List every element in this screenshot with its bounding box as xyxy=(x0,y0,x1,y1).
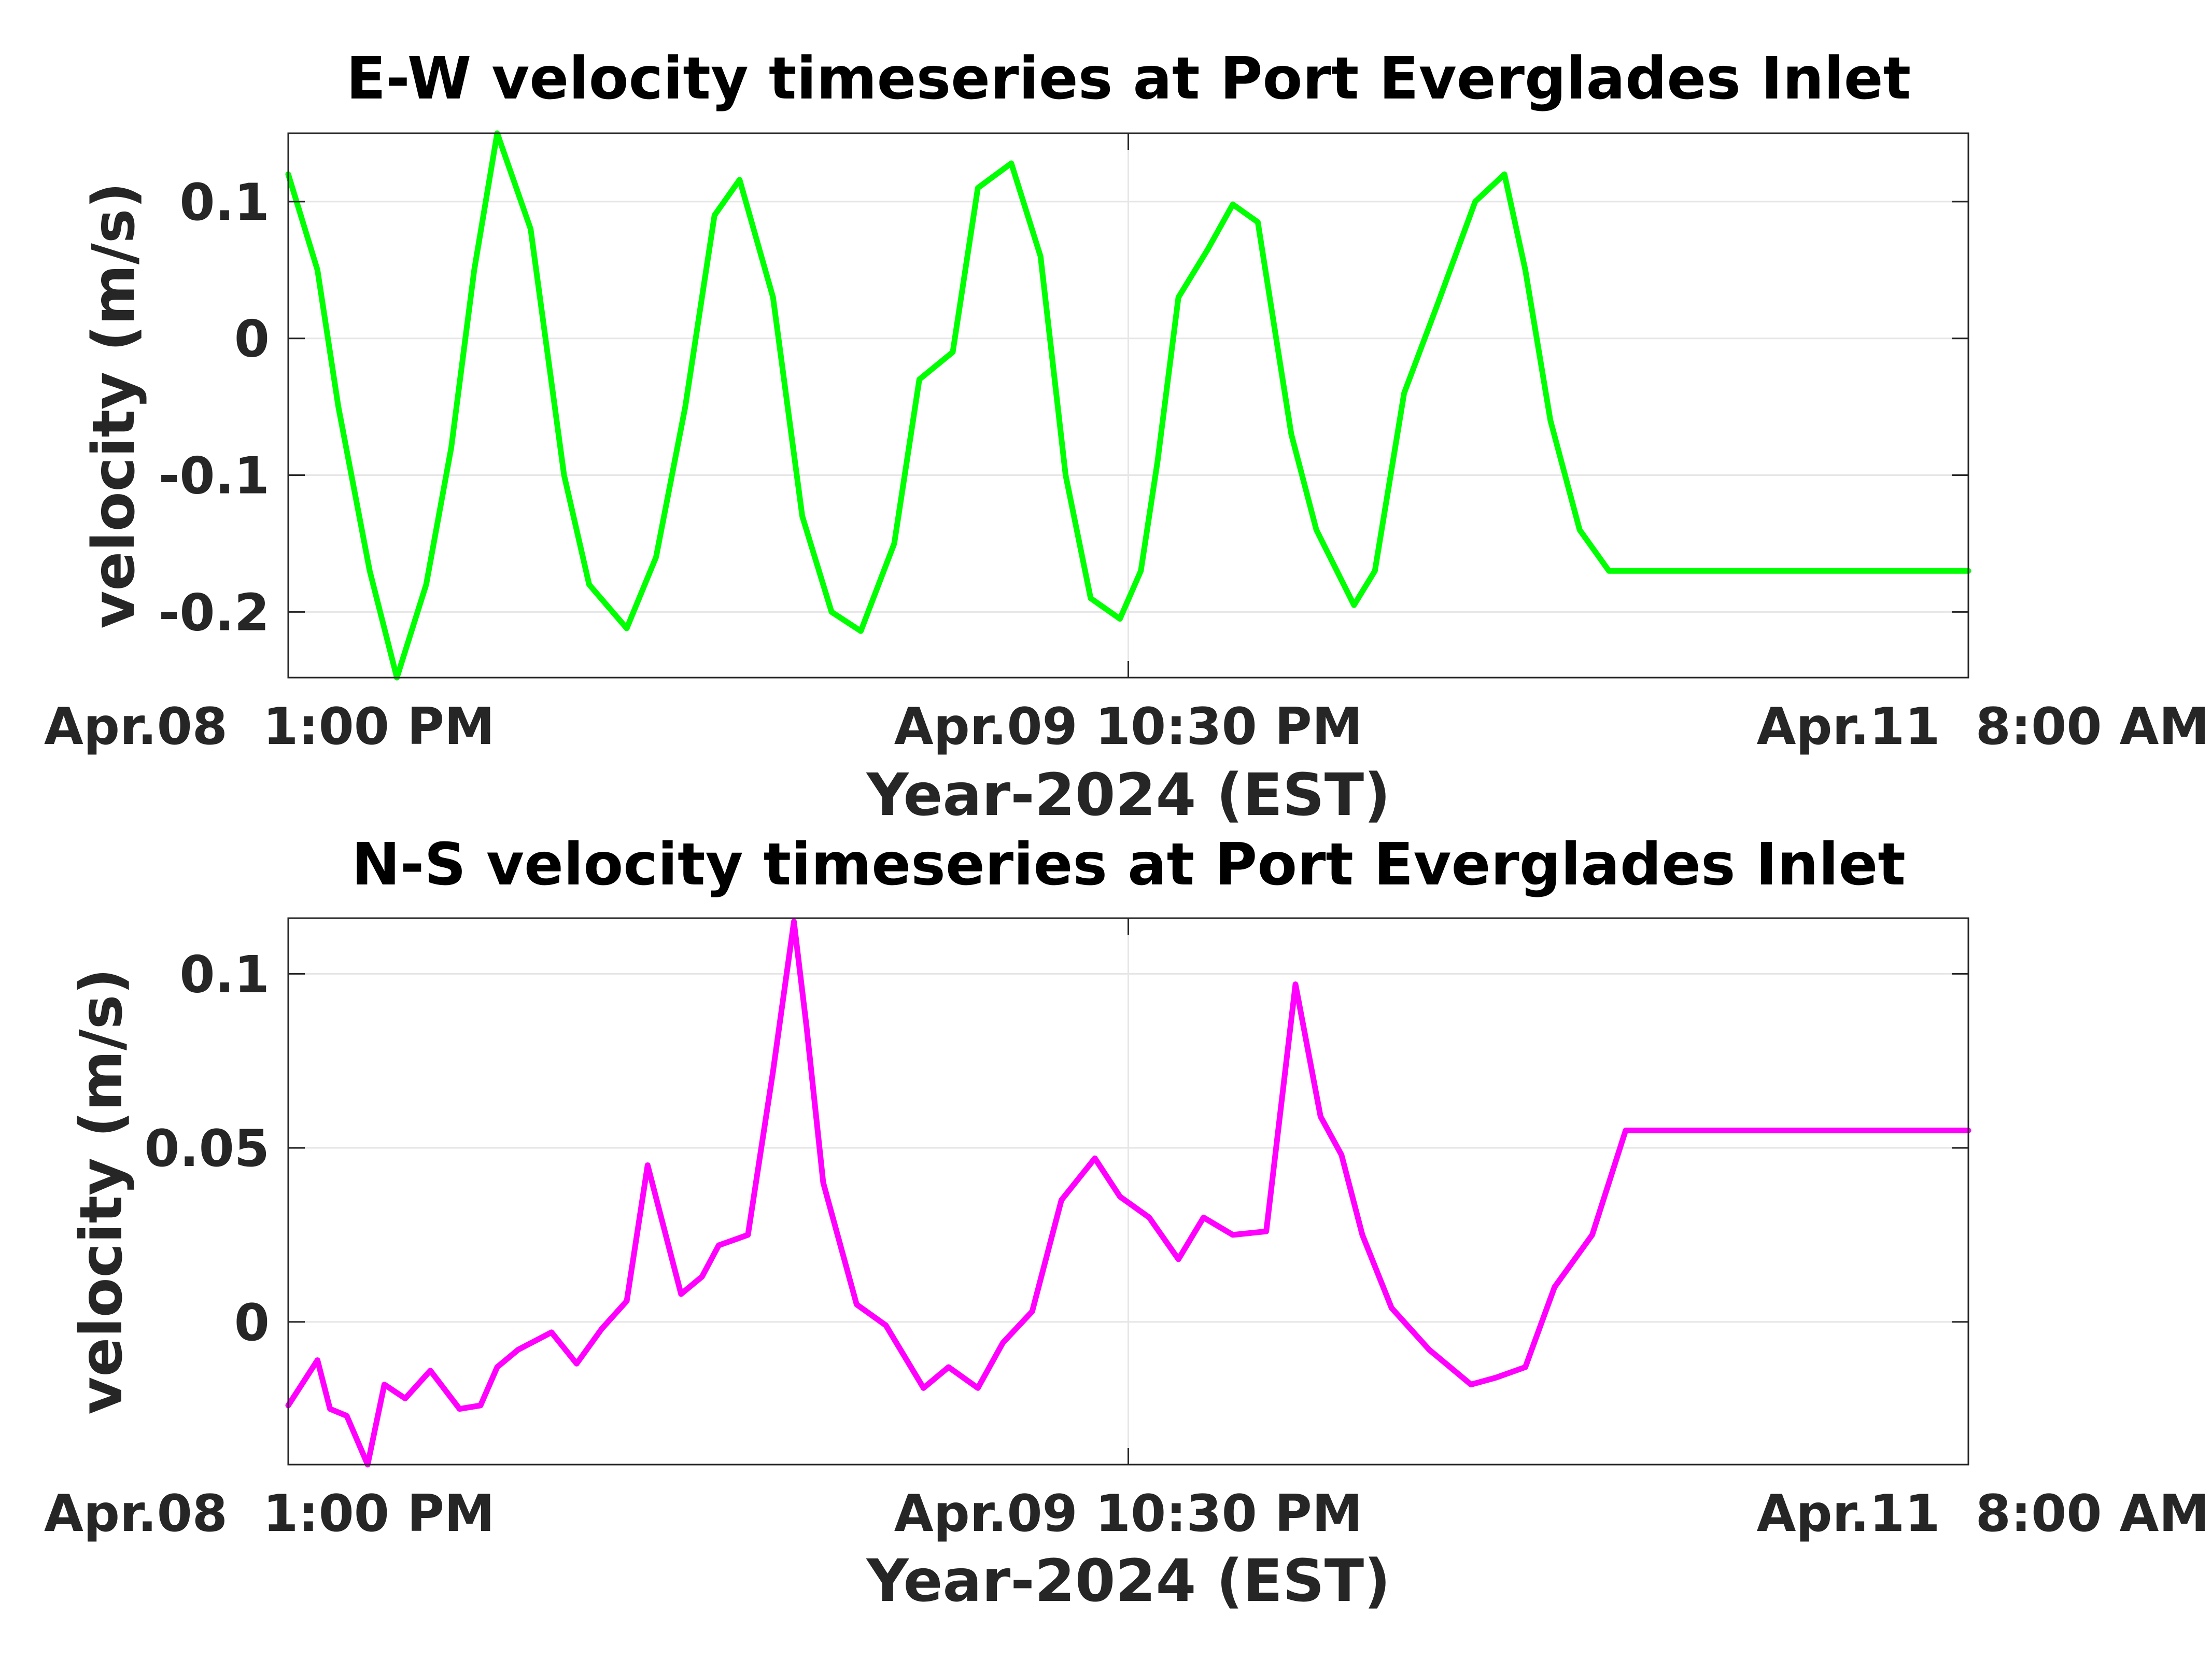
ns-velocity-panel: N-S velocity timeseries at Port Everglad… xyxy=(44,831,2209,1615)
ns-x-axis-label: Year-2024 (EST) xyxy=(866,1548,1391,1615)
ew-chart-title: E-W velocity timeseries at Port Everglad… xyxy=(346,45,1911,113)
ns-y-ticks: 0 0.05 0.1 xyxy=(144,945,1968,1353)
ew-y-tick-label: 0.1 xyxy=(179,173,270,232)
ns-y-tick-label: 0 xyxy=(234,1294,270,1353)
ns-grid xyxy=(288,918,1968,1465)
ew-x-ticks: Apr.08 1:00 PM Apr.09 10:30 PM Apr.11 8:00… xyxy=(44,133,2209,756)
ew-series xyxy=(285,130,1971,681)
ew-x-tick-label: Apr.08 1:00 PM xyxy=(44,697,495,756)
ns-y-tick-label: 0.1 xyxy=(179,945,270,1004)
ew-y-tick-label: 0 xyxy=(234,310,270,369)
ns-x-tick-label: Apr.08 1:00 PM xyxy=(44,1484,495,1543)
ew-y-tick-label: -0.2 xyxy=(159,583,270,642)
ns-chart-title: N-S velocity timeseries at Port Everglad… xyxy=(351,831,1906,898)
ew-y-ticks: -0.2 -0.1 0 0.1 xyxy=(159,173,1968,642)
ns-x-ticks: Apr.08 1:00 PM Apr.09 10:30 PM Apr.11 8:00… xyxy=(44,918,2209,1543)
ew-y-tick-label: -0.1 xyxy=(159,447,270,506)
ew-grid xyxy=(288,133,1968,678)
ns-x-tick-label: Apr.11 8:00 AM xyxy=(1757,1484,2209,1543)
ew-x-tick-label: Apr.11 8:00 AM xyxy=(1757,697,2209,756)
ns-x-tick-label: Apr.09 10:30 PM xyxy=(894,1484,1363,1543)
ns-y-tick-label: 0.05 xyxy=(144,1119,270,1178)
ns-y-axis-label: velocity (m/s) xyxy=(68,968,135,1414)
ew-x-tick-label: Apr.09 10:30 PM xyxy=(894,697,1363,756)
ns-series xyxy=(285,919,1971,1468)
ns-series-line xyxy=(285,919,1971,1468)
ew-velocity-panel: E-W velocity timeseries at Port Everglad… xyxy=(44,45,2209,829)
ew-y-axis-label: velocity (m/s) xyxy=(80,182,148,628)
ew-series-line xyxy=(285,130,1971,681)
ew-x-axis-label: Year-2024 (EST) xyxy=(866,762,1391,829)
